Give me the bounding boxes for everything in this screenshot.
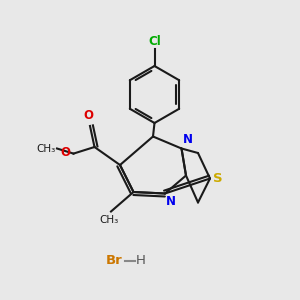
Text: O: O [83, 110, 94, 122]
Text: N: N [182, 133, 192, 146]
Text: CH₃: CH₃ [100, 215, 119, 225]
Text: Cl: Cl [148, 35, 161, 48]
Text: S: S [213, 172, 223, 185]
Text: N: N [166, 195, 176, 208]
Text: H: H [136, 254, 146, 268]
Text: CH₃: CH₃ [36, 143, 56, 154]
Text: Br: Br [106, 254, 122, 268]
Text: O: O [60, 146, 70, 160]
